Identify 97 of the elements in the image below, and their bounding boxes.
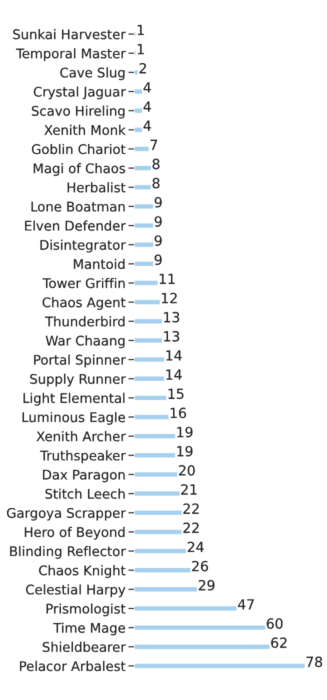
y-tick-label: Luminous Eagle [22,412,126,425]
bar [134,662,306,670]
data-label: 1 [138,24,144,36]
data-label: 9 [154,216,162,227]
y-tick-label: Cave Slug [60,67,125,80]
data-label: 9 [154,235,162,246]
data-label: 12 [162,292,177,304]
data-label: 4 [144,101,151,112]
data-label: 14 [166,370,182,380]
data-label: 60 [266,618,283,629]
data-label: 24 [188,542,204,552]
bar [134,164,152,172]
data-label: 4 [144,120,151,131]
bar [134,490,181,498]
y-tick-label: Supply Runner [30,374,126,386]
y-tick-label: Sunkai Harvester [13,29,126,40]
y-tick-label: Chaos Agent [42,297,126,310]
data-label: 62 [271,637,286,648]
bar [134,375,166,382]
bar [134,452,176,459]
data-label: 20 [179,465,195,476]
data-label: 2 [139,63,146,74]
data-label: 14 [166,350,182,361]
data-label: 8 [152,158,160,170]
bar [134,336,164,344]
y-tick-label: Temporal Master [16,48,126,61]
y-tick-label: Prismologist [46,603,126,616]
bar [134,624,267,632]
bar [134,356,166,364]
data-label: 9 [154,254,162,265]
y-tick-label: Pelacor Arbalest [20,660,126,672]
bar [134,318,164,325]
y-tick-label: Tower Griffin [42,278,125,288]
y-tick-label: Celestial Harpy [26,584,126,598]
data-label: 47 [238,599,254,610]
data-label: 8 [152,178,160,188]
bar [134,394,168,402]
bar [134,184,152,191]
bar [134,145,150,153]
y-tick-label: Disintegrator [40,240,126,252]
data-label: 22 [183,522,199,533]
bar [134,298,162,306]
data-label: 4 [144,82,151,92]
y-tick-label: Lone Boatman [31,202,125,212]
bar [134,604,238,612]
bar [134,222,155,230]
bar [134,202,155,210]
data-label: 13 [164,331,180,342]
bar [134,241,155,248]
bar [134,279,159,287]
y-tick-label: Dax Paragon [43,470,125,482]
y-tick-label: Xenith Monk [44,124,126,136]
data-label: 15 [168,388,184,400]
y-tick-label: Magi of Chaos [34,163,126,176]
data-label: 19 [177,426,192,438]
data-label: 16 [170,408,186,418]
bar [134,528,184,536]
data-label: 29 [198,580,214,590]
bar [134,413,170,421]
data-label: 78 [306,656,322,668]
bar [134,566,192,574]
y-tick-label: Herbalist [68,182,126,192]
data-label: 19 [177,446,192,456]
bar [134,260,155,268]
data-label: 22 [183,503,199,514]
y-tick-label: Chaos Knight [39,565,126,578]
data-label: 11 [160,274,175,284]
data-label: 21 [181,484,197,495]
y-tick-label: Portal Spinner [34,354,126,368]
data-label: 26 [192,560,208,572]
y-tick-label: Time Mage [53,622,126,636]
data-label: 13 [164,312,180,322]
bar [134,126,144,134]
y-tick-label: Shieldbearer [42,642,126,652]
y-tick-label: Thunderbird [45,316,125,326]
data-label: 1 [138,44,144,54]
y-tick-label: Light Elemental [24,392,124,406]
y-tick-label: Goblin Chariot [32,144,126,154]
y-tick-label: Truthspeaker [40,450,126,464]
bar [134,470,179,478]
data-label: 9 [154,197,162,208]
y-tick-label: Stitch Leech [45,488,125,499]
y-tick-label: Crystal Jaguar [34,86,126,100]
y-tick-label: Blinding Reflector [10,546,126,559]
y-tick-label: Mantoid [74,258,125,270]
y-tick-label: Scavo Hireling [32,106,125,118]
y-tick-label: Gargoya Scrapper [7,508,126,521]
bar [134,547,188,555]
bar [134,509,184,516]
y-tick-label: Xenith Archer [36,431,126,442]
y-tick-label: War Chaang [46,335,125,348]
y-tick-label: Hero of Beyond [24,526,125,540]
y-tick-label: Elven Defender [25,220,126,231]
data-label: 7 [150,140,158,150]
bar [134,643,271,650]
bar [134,432,176,440]
bar [134,586,198,593]
